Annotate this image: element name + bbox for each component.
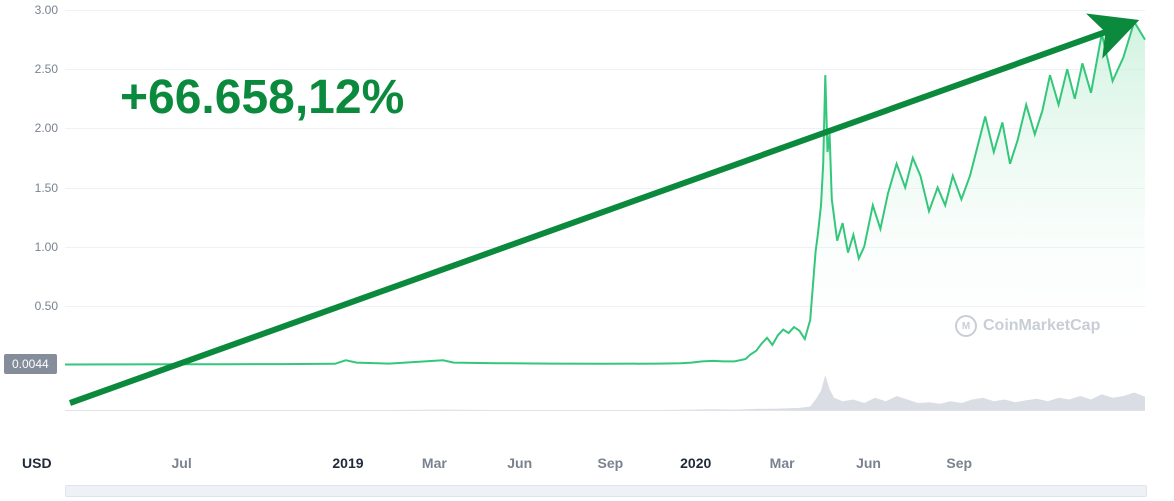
volume-area bbox=[65, 375, 1145, 410]
price-area bbox=[65, 22, 1145, 365]
chart-container: USD M CoinMarketCap +66.658,12% 0.0044 0… bbox=[0, 0, 1174, 501]
chart-svg bbox=[0, 0, 1174, 501]
